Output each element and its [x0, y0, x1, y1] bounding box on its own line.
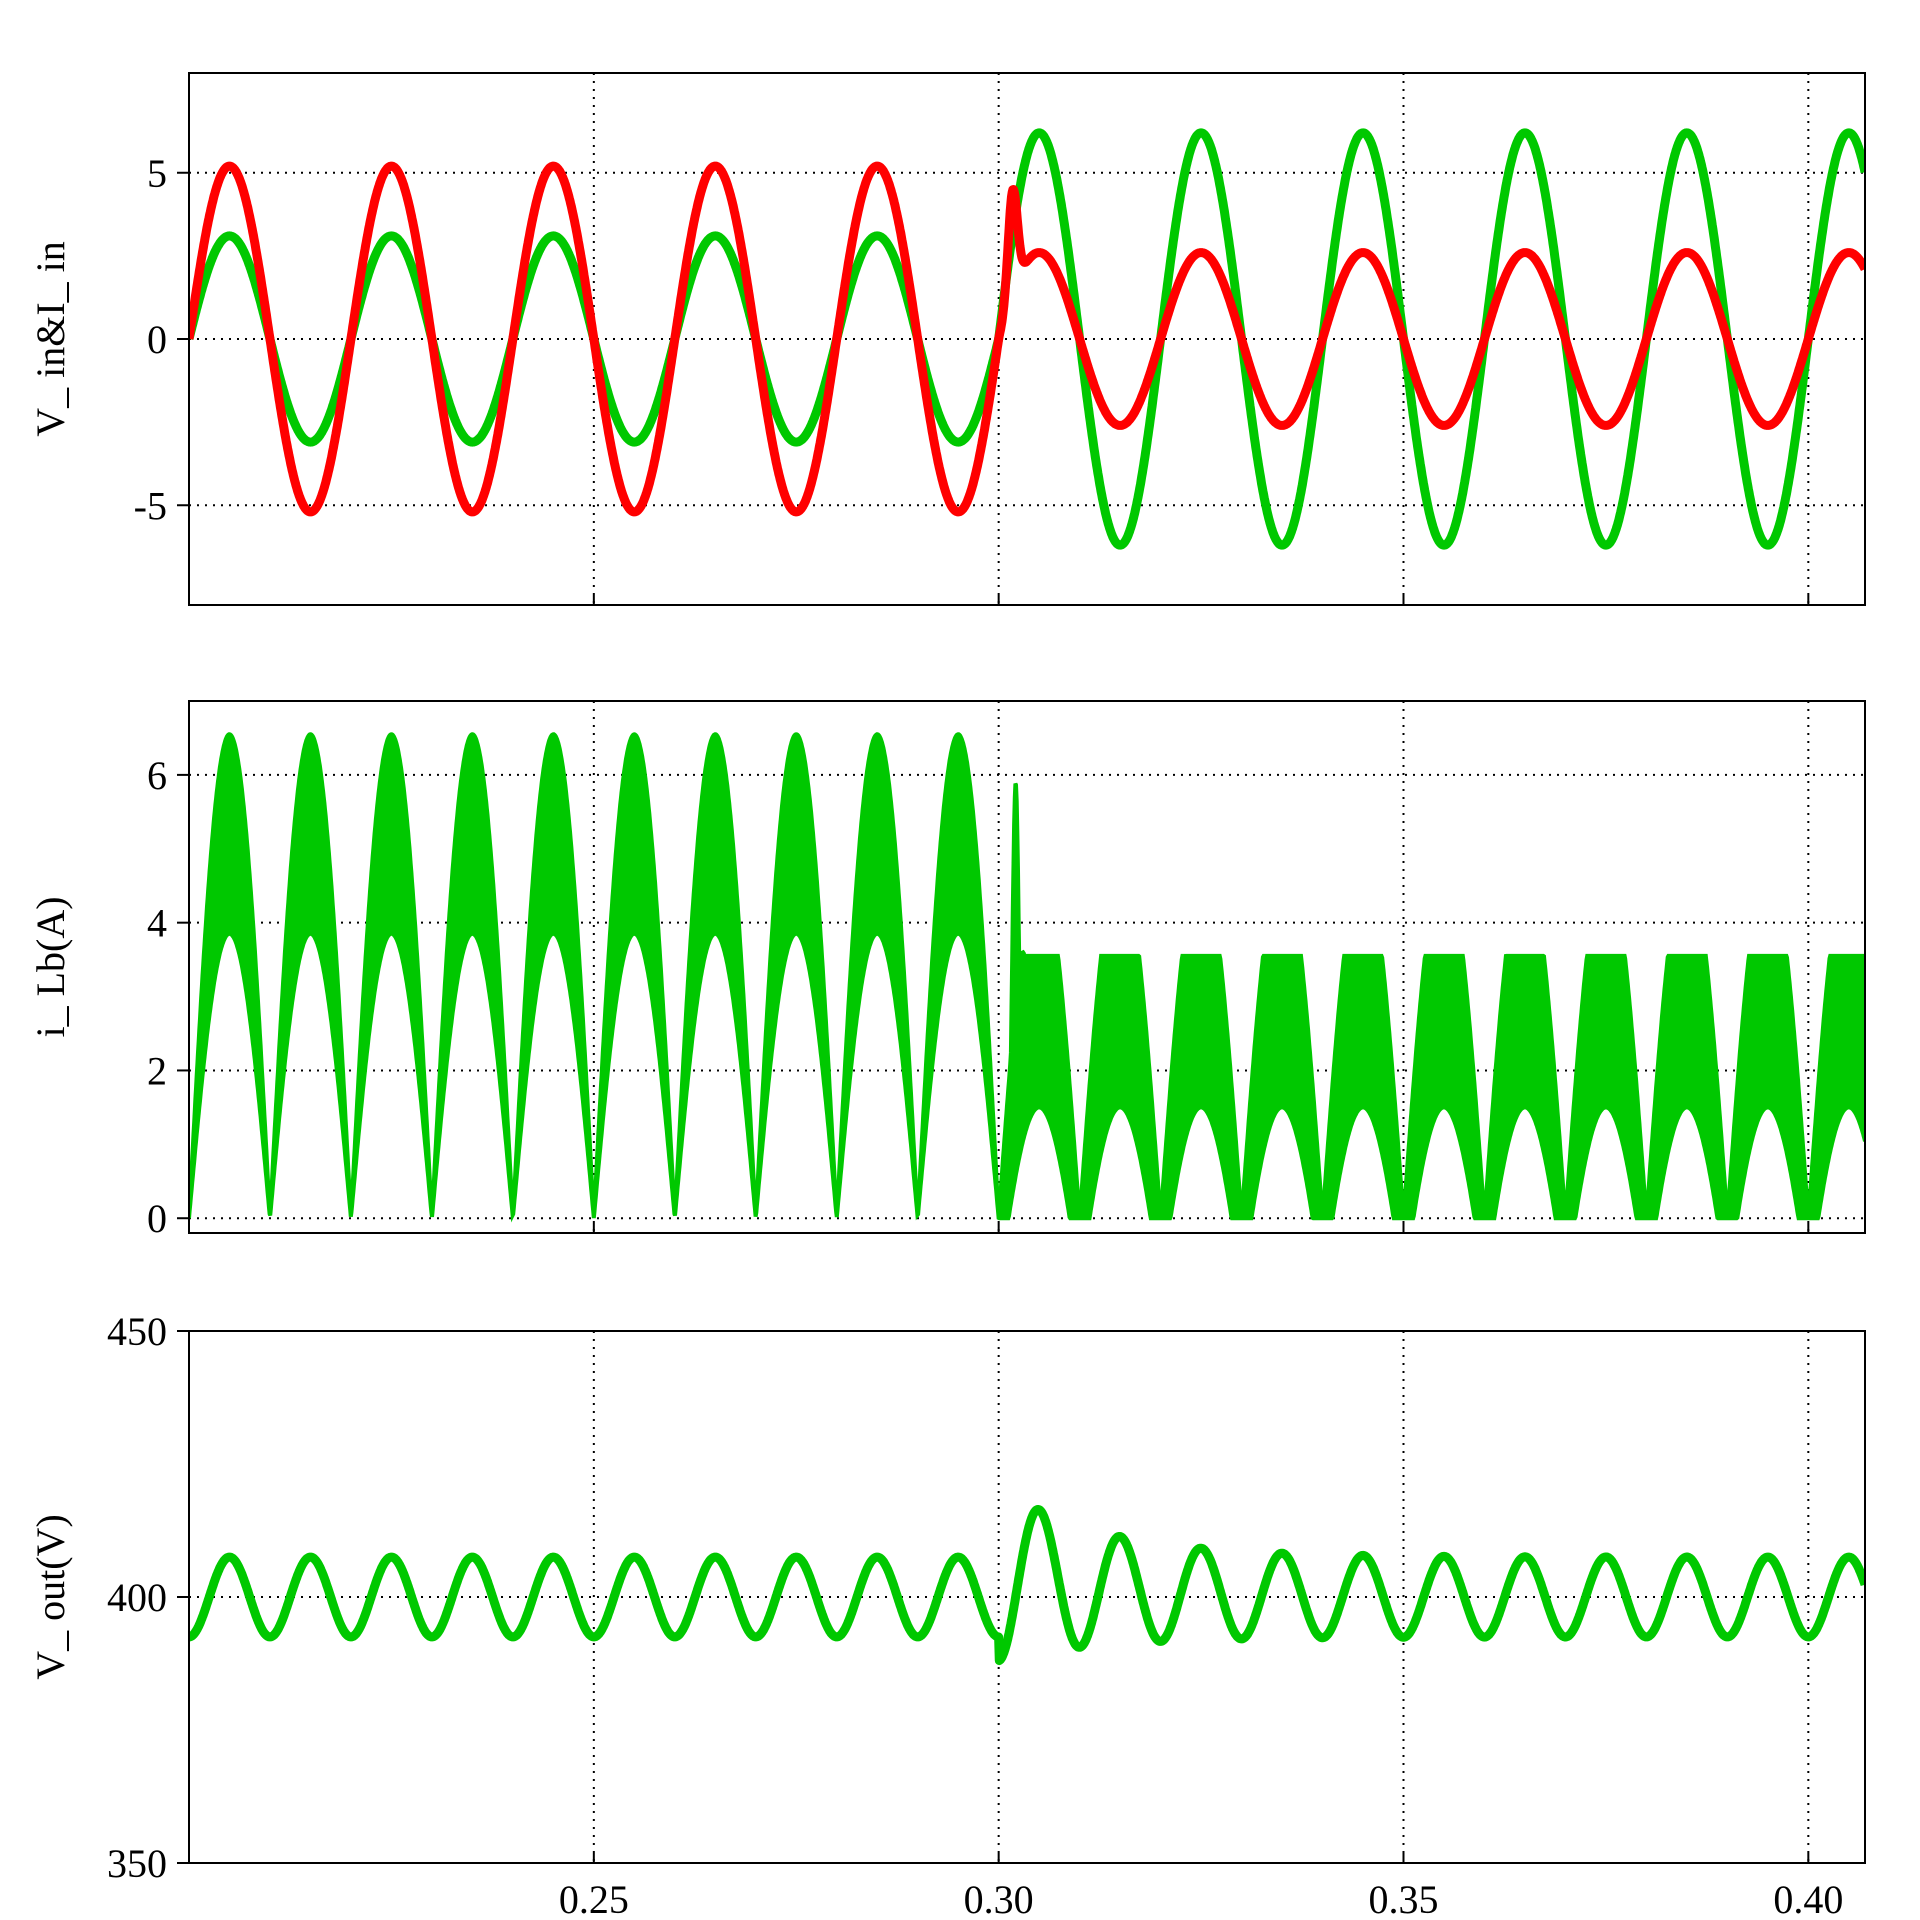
- y-tick-label: 0: [147, 1196, 167, 1241]
- panel-0-ylabel: V_ in&I_ in: [28, 241, 73, 437]
- x-tick-label: 0.30: [964, 1877, 1034, 1920]
- panel-output-voltage: 350 400 450 V_ out(V): [28, 1309, 1866, 1886]
- series-band-green: [189, 732, 1865, 1223]
- panel-2-grid: [189, 1331, 1865, 1863]
- panel-0-series: [189, 128, 1865, 550]
- y-tick-label: 4: [147, 901, 167, 946]
- y-tick-label: -5: [134, 483, 167, 528]
- series-line-green: [189, 128, 1865, 550]
- x-tick-label: 0.35: [1368, 1877, 1438, 1920]
- panel-1-ylabel: i_ Lb(A): [28, 896, 73, 1037]
- panel-1-series: [189, 732, 1865, 1223]
- y-tick-label: 400: [107, 1575, 167, 1620]
- panel-2-series: [189, 1505, 1865, 1666]
- panel-1-frame: [188, 700, 1866, 1234]
- y-tick-label: 6: [147, 753, 167, 798]
- y-tick-label: 0: [147, 317, 167, 362]
- x-axis: 0.25 0.30 0.35 0.40: [559, 1877, 1843, 1920]
- y-tick-label: 450: [107, 1309, 167, 1354]
- panel-0-yticks: -5 0 5: [134, 151, 1810, 605]
- panel-2-yticks: 350 400 450: [107, 1309, 1810, 1886]
- y-tick-label: 350: [107, 1841, 167, 1886]
- panel-1-yticks: 0 2 4 6: [147, 753, 1810, 1241]
- series-line-green: [189, 1505, 1865, 1666]
- x-tick-label: 0.40: [1773, 1877, 1843, 1920]
- x-tick-label: 0.25: [559, 1877, 629, 1920]
- panel-inductor-current: 0 2 4 6 i_ Lb(A): [28, 700, 1866, 1241]
- panel-2-ylabel: V_ out(V): [28, 1514, 73, 1680]
- panel-input-voltage-current: -5 0 5 V_ in&I_ in: [28, 72, 1866, 606]
- y-tick-label: 5: [147, 151, 167, 196]
- series-line-red: [189, 161, 1865, 517]
- y-tick-label: 2: [147, 1048, 167, 1093]
- panel-1-grid: [189, 701, 1865, 1233]
